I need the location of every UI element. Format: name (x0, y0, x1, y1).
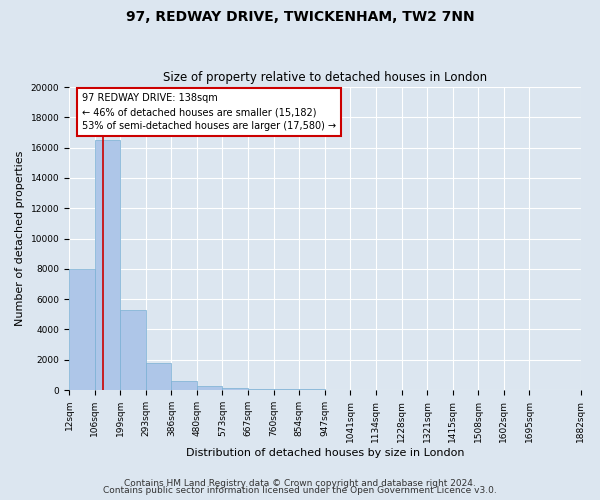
Text: Contains HM Land Registry data © Crown copyright and database right 2024.: Contains HM Land Registry data © Crown c… (124, 478, 476, 488)
Bar (120, 310, 146, 390)
Bar (95, 140, 120, 390)
Y-axis label: Number of detached properties: Number of detached properties (15, 151, 25, 326)
Bar (197, 386, 223, 390)
X-axis label: Distribution of detached houses by size in London: Distribution of detached houses by size … (185, 448, 464, 458)
Bar (69, 269, 95, 390)
Text: 97 REDWAY DRIVE: 138sqm
← 46% of detached houses are smaller (15,182)
53% of sem: 97 REDWAY DRIVE: 138sqm ← 46% of detache… (82, 93, 336, 131)
Bar (223, 388, 248, 390)
Title: Size of property relative to detached houses in London: Size of property relative to detached ho… (163, 72, 487, 85)
Bar (146, 363, 172, 390)
Text: Contains public sector information licensed under the Open Government Licence v3: Contains public sector information licen… (103, 486, 497, 495)
Bar (248, 388, 274, 390)
Bar (172, 381, 197, 390)
Text: 97, REDWAY DRIVE, TWICKENHAM, TW2 7NN: 97, REDWAY DRIVE, TWICKENHAM, TW2 7NN (125, 10, 475, 24)
